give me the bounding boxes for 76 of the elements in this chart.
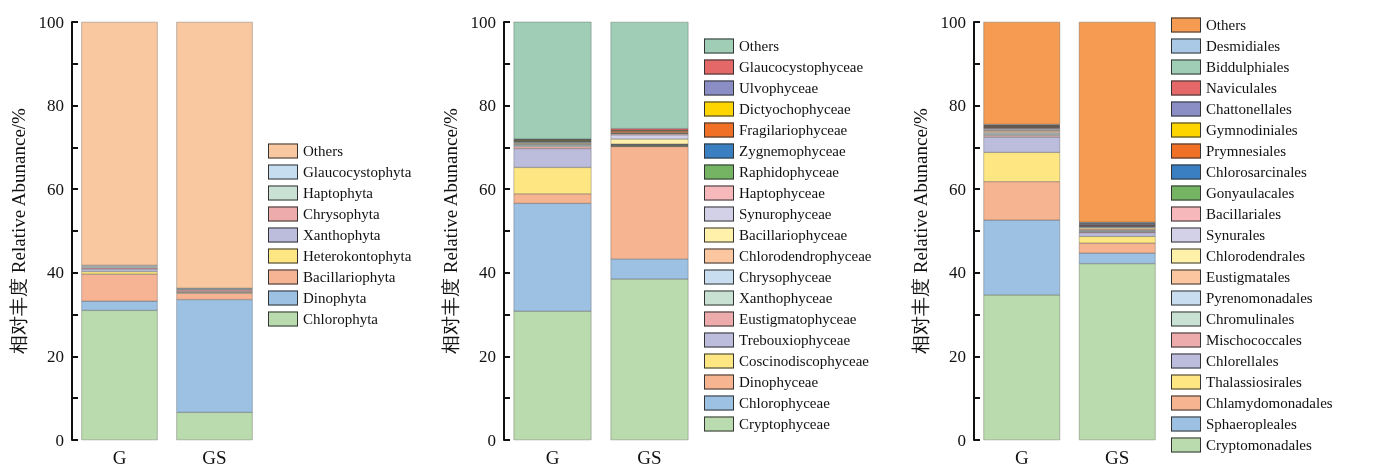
legend-label: Xanthophyta bbox=[303, 226, 381, 244]
y-tick-label: 100 bbox=[940, 12, 966, 32]
legend-label: Synurales bbox=[1206, 226, 1266, 244]
y-axis-title: 相对丰度 Relative Abunance/% bbox=[440, 107, 461, 354]
legend-label: Chlorodendrophyceae bbox=[739, 247, 872, 265]
y-tick-label: 80 bbox=[47, 96, 64, 116]
y-tick-label: 0 bbox=[55, 430, 64, 450]
y-tick-label: 0 bbox=[487, 430, 496, 450]
legend-label: Others bbox=[739, 37, 779, 55]
legend-label: Dinophyceae bbox=[739, 373, 819, 391]
legend-label: Desmidiales bbox=[1206, 37, 1281, 55]
legend-label: Thalassiosirales bbox=[1206, 373, 1302, 391]
legend-label: Raphidophyceae bbox=[739, 163, 839, 181]
y-tick-label: 80 bbox=[949, 96, 966, 116]
y-tick-label: 60 bbox=[949, 179, 966, 199]
y-tick-label: 100 bbox=[38, 12, 64, 32]
legend-label: Zygnemophyceae bbox=[739, 142, 846, 160]
legend-label: Gonyaulacales bbox=[1206, 184, 1295, 202]
x-tick-label: GS bbox=[202, 447, 227, 468]
legend-label: Eustigmatophyceae bbox=[739, 310, 857, 328]
y-tick-label: 40 bbox=[47, 263, 64, 283]
legend-label: Pyrenomonadales bbox=[1206, 289, 1313, 307]
legend-label: Heterokontophyta bbox=[303, 247, 412, 265]
y-tick-label: 60 bbox=[479, 179, 496, 199]
x-tick-label: GS bbox=[1105, 447, 1130, 468]
legend-label: Chromulinales bbox=[1206, 310, 1295, 328]
legend-label: Glaucocystophyta bbox=[303, 163, 412, 181]
x-tick-label: G bbox=[545, 447, 560, 468]
legend-label: Chlorodendrales bbox=[1206, 247, 1306, 265]
x-tick-label: G bbox=[1014, 447, 1029, 468]
legend-label: Trebouxiophyceae bbox=[739, 331, 851, 349]
legend-label: Fragilariophyceae bbox=[739, 121, 848, 139]
legend-label: Naviculales bbox=[1206, 79, 1277, 97]
y-tick-label: 20 bbox=[47, 346, 64, 366]
legend-label: Synurophyceae bbox=[739, 205, 832, 223]
legend-label: Haptophyta bbox=[303, 184, 373, 202]
legend-label: Gymnodiniales bbox=[1206, 121, 1298, 139]
y-axis-title: 相对丰度 Relative Abunance/% bbox=[910, 107, 931, 354]
legend-label: Chrysophyceae bbox=[739, 268, 832, 286]
legend-label: Sphaeropleales bbox=[1206, 415, 1297, 433]
legend-label: Others bbox=[1206, 16, 1246, 34]
y-tick-label: 100 bbox=[470, 12, 496, 32]
legend-label: Chlorellales bbox=[1206, 352, 1279, 370]
legend-label: Chattonellales bbox=[1206, 100, 1292, 118]
legend-label: Bacillariophyceae bbox=[739, 226, 848, 244]
legend-label: Cryptomonadales bbox=[1206, 436, 1312, 454]
legend-label: Bacillariophyta bbox=[303, 268, 396, 286]
y-axis-title: 相对丰度 Relative Abunance/% bbox=[8, 107, 29, 354]
legend-label: Ulvophyceae bbox=[739, 79, 819, 97]
y-tick-label: 20 bbox=[479, 346, 496, 366]
y-tick-label: 60 bbox=[47, 179, 64, 199]
legend-label: Mischococcales bbox=[1206, 331, 1302, 349]
legend-label: Cryptophyceae bbox=[739, 415, 830, 433]
legend-label: Dictyochophyceae bbox=[739, 100, 851, 118]
legend-label: Xanthophyceae bbox=[739, 289, 833, 307]
y-tick-label: 40 bbox=[949, 263, 966, 283]
legend-label: Chrysophyta bbox=[303, 205, 380, 223]
legend-label: Others bbox=[303, 142, 343, 160]
y-tick-label: 20 bbox=[949, 346, 966, 366]
legend-label: Glaucocystophyceae bbox=[739, 58, 864, 76]
legend-label: Biddulphiales bbox=[1206, 58, 1290, 76]
legend-label: Prymnesiales bbox=[1206, 142, 1286, 160]
legend-label: Eustigmatales bbox=[1206, 268, 1291, 286]
legend-label: Chlorosarcinales bbox=[1206, 163, 1307, 181]
legend-label: Coscinodiscophyceae bbox=[739, 352, 869, 370]
legend-label: Bacillariales bbox=[1206, 205, 1281, 223]
legend-label: Dinophyta bbox=[303, 289, 367, 307]
y-tick-label: 40 bbox=[479, 263, 496, 283]
y-tick-label: 0 bbox=[957, 430, 966, 450]
legend-label: Haptophyceae bbox=[739, 184, 825, 202]
legend-label: Chlorophyta bbox=[303, 310, 378, 328]
x-tick-label: GS bbox=[637, 447, 662, 468]
legend-label: Chlamydomonadales bbox=[1206, 394, 1333, 412]
y-tick-label: 80 bbox=[479, 96, 496, 116]
x-tick-label: G bbox=[112, 447, 127, 468]
legend-label: Chlorophyceae bbox=[739, 394, 830, 412]
